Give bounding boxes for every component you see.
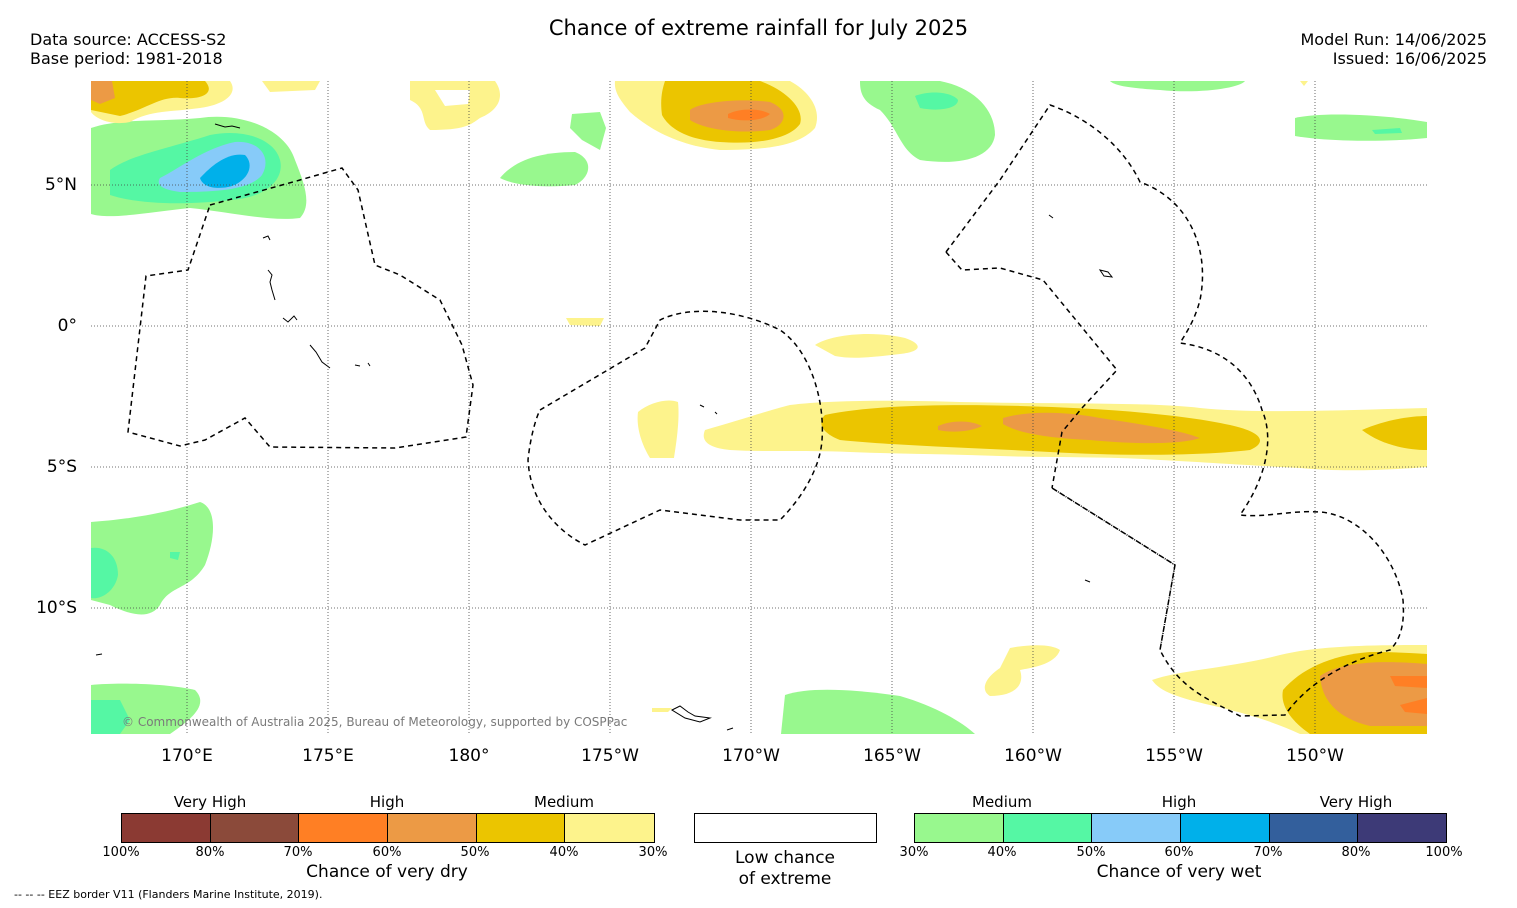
wet-cat-high: High <box>1161 793 1197 811</box>
dry-tick: 40% <box>549 845 579 860</box>
wet-regions <box>91 81 1427 734</box>
eez-borders <box>127 104 1405 717</box>
low-chance-swatch <box>694 813 877 843</box>
dry-swatch-6 <box>565 814 655 842</box>
lat-label-10s: 10°S <box>36 598 77 618</box>
map-canvas <box>91 81 1427 734</box>
lon-label-175e: 175°E <box>302 746 354 766</box>
wet-legend-title: Chance of very wet <box>1096 862 1262 882</box>
dry-swatch-5 <box>476 814 566 842</box>
lon-label-155w: 155°W <box>1145 746 1203 766</box>
dry-tick: 60% <box>372 845 402 860</box>
dry-tick: 30% <box>638 845 668 860</box>
lon-label-170w: 170°W <box>722 746 780 766</box>
wet-tick: 70% <box>1253 845 1283 860</box>
dry-tick: 100% <box>102 845 140 860</box>
low-chance-line2: of extreme <box>738 869 832 889</box>
graticule <box>91 81 1427 734</box>
lat-label-0: 0° <box>57 316 77 336</box>
map-title: Chance of extreme rainfall for July 2025 <box>548 16 969 40</box>
dry-colorbar <box>121 813 655 843</box>
wet-cat-very-high: Very High <box>1319 793 1393 811</box>
dry-swatch-1 <box>122 814 211 842</box>
islands <box>95 123 1114 731</box>
data-source: Data source: ACCESS-S2 <box>30 30 227 49</box>
model-run: Model Run: 14/06/2025 <box>1300 30 1488 49</box>
lon-label-160w: 160°W <box>1004 746 1062 766</box>
run-info: Model Run: 14/06/2025 Issued: 16/06/2025 <box>1301 30 1488 68</box>
base-period: Base period: 1981-2018 <box>30 49 223 68</box>
dry-swatch-3 <box>299 814 389 842</box>
lon-label-150w: 150°W <box>1286 746 1344 766</box>
wet-tick: 80% <box>1341 845 1371 860</box>
wet-swatch-5 <box>1269 814 1359 842</box>
eez-border-note: -- -- -- EEZ border V11 (Flanders Marine… <box>14 888 323 901</box>
dry-regions <box>91 81 1427 734</box>
wet-tick: 40% <box>987 845 1017 860</box>
low-chance-label: Low chance of extreme <box>735 848 835 890</box>
dry-swatch-2 <box>210 814 300 842</box>
lon-label-180: 180° <box>448 746 490 766</box>
lon-label-170e: 170°E <box>161 746 213 766</box>
wet-swatch-4 <box>1181 814 1270 842</box>
wet-swatch-6 <box>1358 814 1447 842</box>
copyright-note: © Commonwealth of Australia 2025, Bureau… <box>122 715 628 729</box>
wet-tick: 60% <box>1164 845 1194 860</box>
wet-tick: 100% <box>1425 845 1463 860</box>
dry-cat-high: High <box>369 793 405 811</box>
lat-label-5n: 5°N <box>44 175 77 195</box>
wet-cat-medium: Medium <box>972 793 1032 811</box>
wet-tick: 50% <box>1076 845 1106 860</box>
dry-cat-medium: Medium <box>534 793 594 811</box>
lat-label-5s: 5°S <box>46 457 77 477</box>
rainfall-map[interactable] <box>91 81 1427 734</box>
wet-swatch-1 <box>915 814 1004 842</box>
wet-tick: 30% <box>899 845 929 860</box>
lon-label-165w: 165°W <box>863 746 921 766</box>
low-chance-line1: Low chance <box>735 848 835 868</box>
dry-cat-very-high: Very High <box>173 793 247 811</box>
dry-legend-title: Chance of very dry <box>306 862 468 882</box>
wet-colorbar <box>914 813 1447 843</box>
dry-tick: 80% <box>195 845 225 860</box>
data-info: Data source: ACCESS-S2 Base period: 1981… <box>30 30 226 68</box>
dry-tick: 50% <box>460 845 490 860</box>
issued-date: Issued: 16/06/2025 <box>1332 49 1487 68</box>
lon-label-175w: 175°W <box>581 746 639 766</box>
wet-swatch-2 <box>1003 814 1093 842</box>
wet-swatch-3 <box>1092 814 1182 842</box>
dry-tick: 70% <box>283 845 313 860</box>
dry-swatch-4 <box>388 814 477 842</box>
eez-border-solid <box>1051 487 1176 651</box>
